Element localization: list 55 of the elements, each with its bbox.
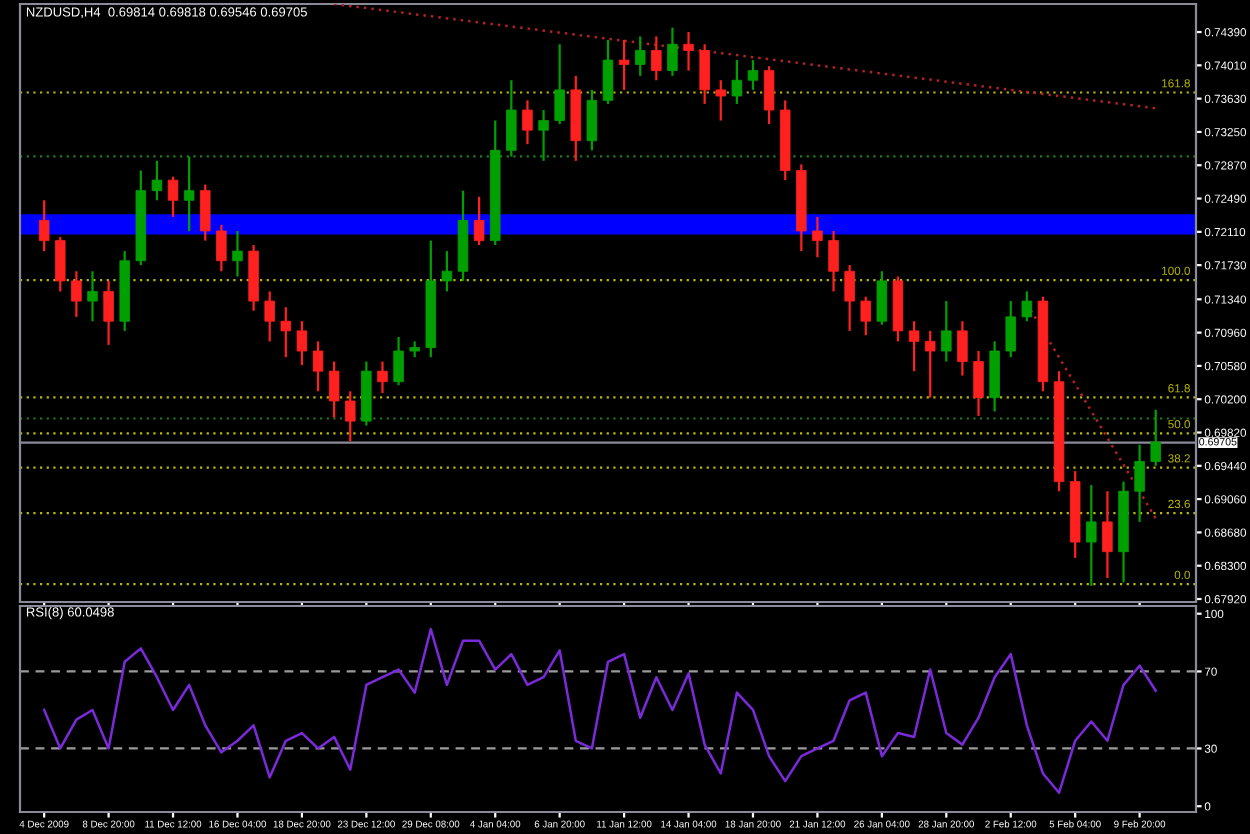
candlestick [232, 229, 243, 278]
candlestick [538, 108, 549, 162]
candlestick [957, 320, 968, 377]
candlestick [651, 35, 662, 82]
candlestick [441, 250, 453, 293]
candlestick [731, 58, 743, 106]
line-series [42, 627, 1157, 794]
candlestick [328, 360, 340, 419]
candlestick [715, 79, 727, 122]
candlestick [312, 340, 324, 393]
candlestick [280, 306, 292, 359]
candlestick [216, 223, 227, 273]
candlestick [183, 155, 195, 233]
candlestick [522, 99, 533, 146]
candlestick [699, 43, 710, 106]
candlestick [989, 340, 1000, 413]
candlestick [941, 299, 952, 363]
candlestick [55, 235, 66, 293]
candlestick [71, 270, 82, 318]
candlestick [344, 390, 356, 443]
candlestick [296, 320, 308, 367]
candlestick [812, 215, 823, 259]
candlestick [763, 65, 775, 126]
candlestick [151, 159, 163, 202]
candlestick [747, 58, 759, 91]
candlestick [860, 295, 872, 337]
candlestick [586, 88, 598, 152]
candlestick [602, 38, 614, 106]
candlestick [844, 264, 855, 332]
candlestick [393, 335, 404, 387]
candlestick [924, 329, 936, 399]
candlestick [634, 35, 646, 77]
candlestick [1102, 490, 1113, 580]
candlestick [264, 290, 275, 343]
candlestick [506, 79, 517, 158]
candlestick [554, 43, 565, 126]
candlestick [876, 270, 888, 326]
candlestick [87, 270, 98, 323]
candlestick [618, 38, 630, 91]
candlestick [828, 229, 839, 293]
candlestick [473, 195, 485, 247]
candlestick [1150, 408, 1161, 467]
candlestick [973, 349, 984, 417]
candlestick [38, 199, 50, 253]
candlestick [1134, 443, 1145, 524]
candlestick [683, 30, 694, 72]
candlestick [377, 360, 388, 395]
candlestick [1005, 299, 1016, 359]
candlestick [908, 320, 920, 373]
candlestick [667, 26, 678, 77]
candlestick [200, 183, 211, 242]
candlestick [103, 279, 114, 346]
candlestick [167, 175, 179, 219]
candlestick [1086, 483, 1097, 587]
candlestick [1021, 290, 1033, 323]
